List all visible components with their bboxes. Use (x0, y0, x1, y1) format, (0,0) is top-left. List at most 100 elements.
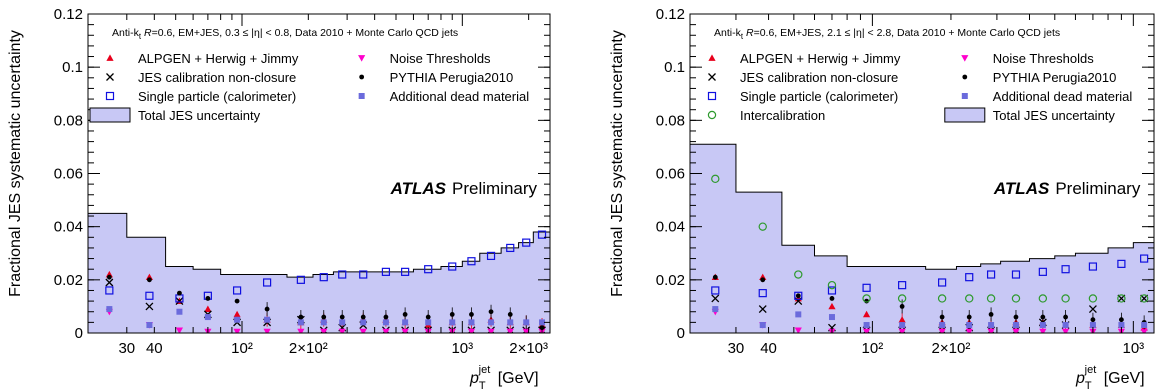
point-noise-thresholds (794, 327, 802, 333)
point-jes-calibration-non-closure (175, 297, 184, 306)
point-single-particle-calorimeter (965, 273, 974, 282)
point-noise-thresholds (175, 327, 184, 333)
y-tick-label: 0.04 (656, 219, 685, 236)
point-intercalibration (1088, 294, 1098, 303)
point-pythia-perugia2010 (488, 309, 494, 315)
point-intercalibration (1038, 294, 1048, 303)
x-tick-label: 2×10³ (509, 340, 548, 357)
legend-label: PYTHIA Perugia2010 (390, 70, 514, 85)
point-pythia-perugia2010 (425, 314, 431, 320)
point-pythia-perugia2010 (539, 325, 545, 331)
y-tick-label: 0.08 (54, 112, 83, 129)
point-pythia-perugia2010 (205, 296, 211, 301)
legend-item-additional-dead-material: Additional dead material (358, 89, 530, 104)
point-alpgen-herwig-jimmy (233, 310, 241, 318)
point-additional-dead-material (988, 322, 995, 329)
point-pythia-perugia2010 (507, 311, 513, 317)
x-tick-label: 40 (146, 340, 163, 357)
data-points (711, 174, 1149, 333)
point-single-particle-calorimeter (296, 275, 305, 284)
legend-marker-pythia-perugia2010 (962, 74, 968, 80)
point-single-particle-calorimeter (319, 273, 328, 282)
point-pythia-perugia2010 (298, 314, 304, 320)
point-pythia-perugia2010 (712, 274, 718, 280)
y-tick-label: 0.1 (62, 59, 83, 76)
y-tick-label: 0 (75, 325, 83, 342)
point-single-particle-calorimeter (1011, 270, 1021, 279)
point-alpgen-herwig-jimmy (204, 305, 212, 312)
y-tick-label: 0.02 (656, 272, 685, 289)
point-single-particle-calorimeter (898, 281, 907, 290)
y-tick-label: 0.02 (54, 272, 83, 289)
point-single-particle-calorimeter (467, 257, 476, 266)
series-pythia-perugia2010 (712, 274, 1147, 330)
point-single-particle-calorimeter (1061, 265, 1070, 274)
legend-label: Total JES uncertainty (993, 108, 1116, 123)
point-single-particle-calorimeter (232, 286, 242, 295)
x-tick-label: 10² (231, 340, 253, 357)
point-single-particle-calorimeter (338, 270, 347, 279)
legend-label: Noise Thresholds (993, 51, 1094, 66)
point-additional-dead-material (1062, 322, 1069, 329)
point-single-particle-calorimeter (522, 238, 531, 247)
x-tick-label: 30 (118, 340, 135, 357)
legend-marker-pythia-perugia2010 (359, 74, 365, 80)
point-additional-dead-material (1141, 322, 1148, 329)
legend-marker-alpgen-herwig-jimmy (106, 54, 114, 61)
point-noise-thresholds (382, 328, 390, 333)
x-tick-label: 10² (862, 340, 884, 357)
y-axis-title: Fractional JES systematic uncertainty (7, 30, 24, 297)
point-single-particle-calorimeter (827, 286, 837, 295)
point-pythia-perugia2010 (1013, 314, 1019, 320)
point-additional-dead-material (320, 319, 327, 326)
legend-marker-intercalibration (707, 110, 717, 120)
point-jes-calibration-non-closure (145, 302, 154, 311)
point-pythia-perugia2010 (988, 311, 994, 317)
point-additional-dead-material (360, 319, 367, 326)
point-single-particle-calorimeter (758, 289, 767, 298)
point-intercalibration (827, 280, 837, 290)
point-intercalibration (986, 294, 996, 303)
legend: ALPGEN + Herwig + Jimmy Noise Thresholds J… (707, 51, 1132, 123)
point-single-particle-calorimeter (424, 265, 433, 274)
point-additional-dead-material (106, 306, 113, 313)
point-additional-dead-material (339, 319, 346, 326)
point-single-particle-calorimeter (105, 286, 114, 295)
legend-item-alpgen-herwig-jimmy: ALPGEN + Herwig + Jimmy (708, 51, 901, 66)
point-pythia-perugia2010 (147, 277, 152, 283)
x-axis-title: pTjet [GeV] (1075, 364, 1145, 389)
point-single-particle-calorimeter (486, 251, 496, 261)
point-single-particle-calorimeter (1117, 259, 1126, 268)
point-pythia-perugia2010 (1040, 314, 1046, 320)
chart-header-text: Anti-kt R=0.6, EM+JES, 0.3 ≤ |η| < 0.8, … (112, 27, 458, 41)
point-noise-thresholds (965, 328, 973, 333)
series-additional-dead-material (712, 306, 1148, 329)
point-pythia-perugia2010 (1090, 317, 1096, 323)
point-additional-dead-material (382, 319, 389, 326)
point-additional-dead-material (468, 319, 475, 326)
point-alpgen-herwig-jimmy (828, 302, 836, 310)
point-additional-dead-material (828, 314, 835, 321)
legend-item-jes-calibration-non-closure: JES calibration non-closure (708, 70, 898, 85)
legend-marker-single-particle-calorimeter (105, 91, 115, 101)
point-additional-dead-material (146, 322, 153, 329)
point-single-particle-calorimeter (401, 267, 410, 276)
legend-item-noise-thresholds: Noise Thresholds (358, 51, 491, 66)
legend-label: Total JES uncertainty (138, 108, 261, 123)
point-single-particle-calorimeter (794, 291, 803, 300)
legend-marker-noise-thresholds (961, 55, 969, 62)
point-intercalibration (758, 222, 767, 231)
point-noise-thresholds (487, 328, 495, 333)
point-intercalibration (937, 294, 947, 303)
point-pythia-perugia2010 (360, 314, 366, 320)
point-intercalibration (1011, 294, 1021, 303)
point-single-particle-calorimeter (381, 267, 391, 276)
y-tick-label: 0.08 (656, 112, 685, 129)
y-tick-label: 0 (677, 325, 685, 342)
series-single-particle-calorimeter (711, 254, 1149, 300)
legend-label: Additional dead material (390, 89, 530, 104)
point-single-particle-calorimeter (359, 270, 368, 279)
point-additional-dead-material (539, 319, 546, 326)
point-intercalibration (862, 294, 871, 303)
